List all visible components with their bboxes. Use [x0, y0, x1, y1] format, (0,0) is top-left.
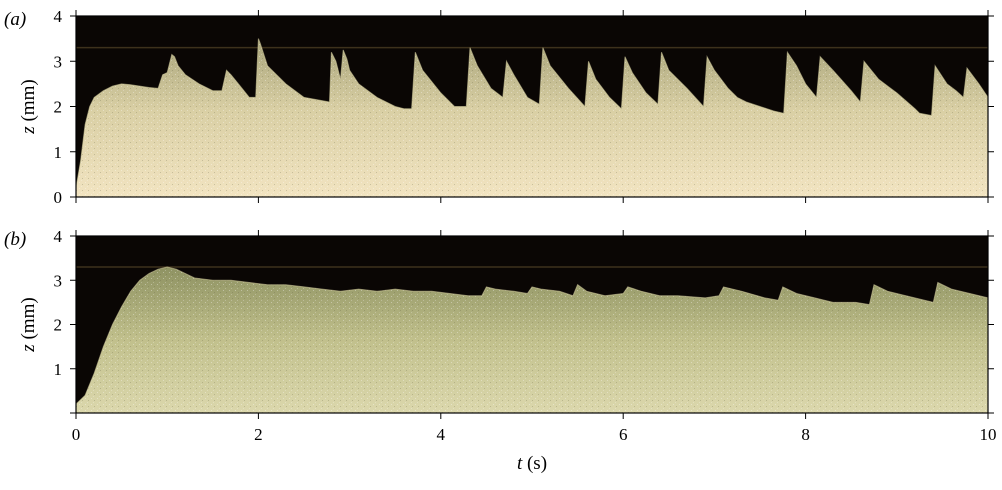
x-axis-title-unit: (s) — [522, 453, 547, 474]
y-axis-title: z (mm) — [18, 79, 39, 134]
x-tick-label: 10 — [980, 425, 997, 444]
y-axis-title-symbol: z — [18, 126, 39, 135]
panel-label: (a) — [4, 9, 26, 30]
y-axis-title: z (mm) — [18, 297, 39, 352]
series-texture-0 — [76, 267, 988, 413]
x-axis-title: t (s) — [517, 453, 547, 474]
y-tick-label: 1 — [54, 360, 63, 379]
x-axis-title-symbol: t — [517, 453, 523, 474]
series-texture-0 — [76, 38, 988, 197]
y-tick-label: 3 — [54, 271, 63, 290]
panel-a: 0 1 2 3 4 z (mm) (a) — [4, 7, 994, 207]
y-tick-label: 2 — [54, 316, 63, 335]
series-line-0 — [75, 266, 989, 405]
x-tick-label: 8 — [801, 425, 810, 444]
y-axis-title-unit: (mm) — [18, 297, 39, 344]
y-tick-label: 4 — [54, 227, 63, 246]
y-axis-title-unit: (mm) — [18, 79, 39, 126]
y-tick-label: 0 — [54, 188, 63, 207]
y-tick-label: 4 — [54, 7, 63, 26]
panel-label: (b) — [4, 229, 26, 250]
x-tick-label: 4 — [437, 425, 446, 444]
x-tick-label: 6 — [619, 425, 628, 444]
y-tick-label: 2 — [54, 98, 63, 117]
x-tick-label: 0 — [72, 425, 81, 444]
series-line-0 — [75, 38, 989, 188]
y-tick-label: 1 — [54, 143, 63, 162]
y-axis-title-symbol: z — [18, 344, 39, 353]
y-tick-label: 3 — [54, 52, 63, 71]
x-tick-label: 2 — [254, 425, 263, 444]
